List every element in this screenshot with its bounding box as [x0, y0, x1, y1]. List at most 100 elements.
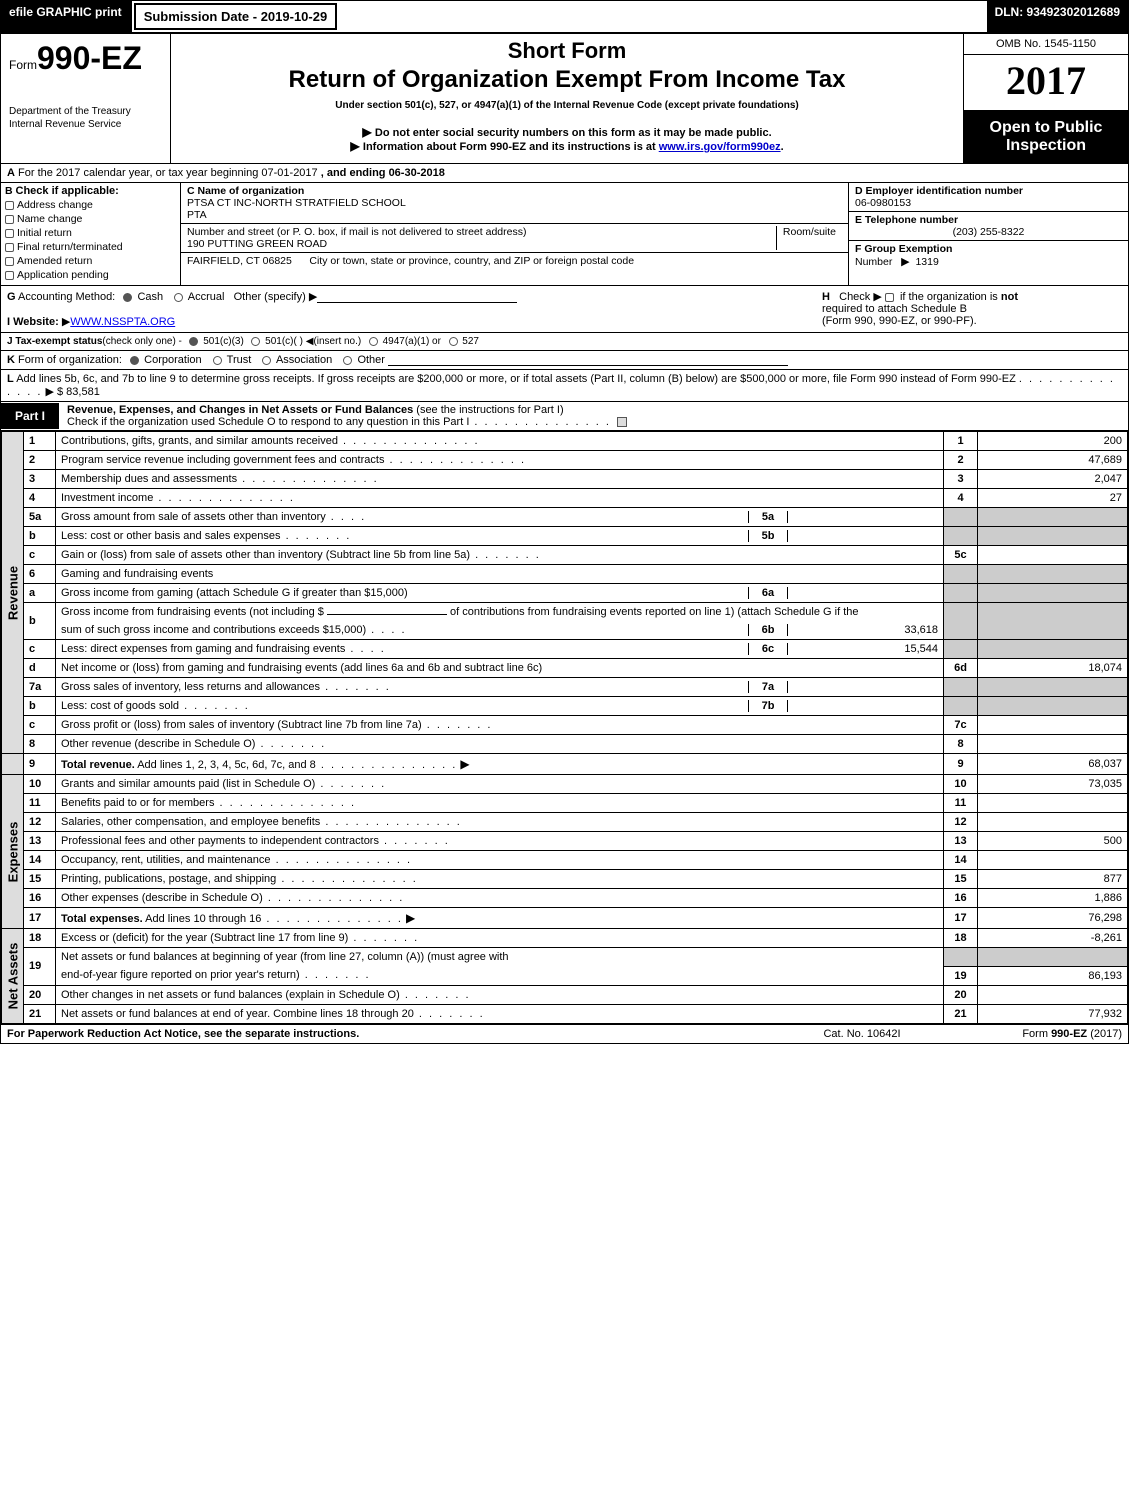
line-num: c	[24, 546, 56, 565]
efile-print-button[interactable]: efile GRAPHIC print	[1, 1, 132, 32]
line-desc: Gross sales of inventory, less returns a…	[56, 678, 944, 697]
checkbox-h[interactable]	[885, 293, 894, 302]
line-desc: Gain or (loss) from sale of assets other…	[56, 546, 944, 565]
g-other-input[interactable]	[317, 302, 517, 303]
inner-box: 7b	[748, 700, 788, 712]
radio-501c[interactable]	[251, 337, 260, 346]
inner-box: 5b	[748, 530, 788, 542]
k-other-input[interactable]	[388, 365, 788, 366]
shaded-cell	[978, 565, 1128, 584]
revenue-side-label: Revenue	[2, 432, 24, 754]
inner-val: 33,618	[788, 624, 938, 636]
line-box: 16	[944, 889, 978, 908]
arrow-icon: ▶	[45, 386, 53, 398]
line-amount: 47,689	[978, 451, 1128, 470]
footer-formref: Form 990-EZ (2017)	[962, 1028, 1122, 1040]
line-box: 17	[944, 908, 978, 929]
line-num: 15	[24, 870, 56, 889]
notice-info-suffix: .	[781, 141, 784, 153]
radio-association[interactable]	[262, 356, 271, 365]
inner-val: 15,544	[788, 643, 938, 655]
radio-501c3[interactable]	[189, 337, 198, 346]
label-a: A	[7, 167, 15, 179]
line-desc: Professional fees and other payments to …	[56, 832, 944, 851]
j-note: (check only one) -	[102, 336, 181, 347]
header-right: OMB No. 1545-1150 2017 Open to Public In…	[963, 34, 1128, 163]
label-j: J Tax-exempt status	[7, 336, 102, 347]
f-group-label: F Group Exemption	[855, 243, 952, 255]
irs-link[interactable]: www.irs.gov/form990ez	[659, 141, 781, 153]
dept-irs: Internal Revenue Service	[9, 118, 162, 131]
label-i: I Website:	[7, 316, 59, 328]
f-group-label2: Number	[855, 256, 892, 268]
line-box: 13	[944, 832, 978, 851]
line-desc: sum of such gross income and contributio…	[56, 621, 944, 640]
inner-val	[788, 511, 938, 523]
inner-val	[788, 587, 938, 599]
chk-label: Address change	[17, 199, 93, 211]
line-desc: Benefits paid to or for members	[56, 794, 944, 813]
radio-other-org[interactable]	[343, 356, 352, 365]
short-form-title: Short Form	[181, 38, 953, 64]
checkbox-application-pending[interactable]	[5, 271, 14, 280]
line-desc: Grants and similar amounts paid (list in…	[56, 775, 944, 794]
line-box: 8	[944, 735, 978, 754]
line-desc: end-of-year figure reported on prior yea…	[56, 966, 944, 985]
line-amount	[978, 546, 1128, 565]
omb-number: OMB No. 1545-1150	[964, 34, 1128, 55]
radio-4947[interactable]	[369, 337, 378, 346]
label-b: B	[5, 185, 13, 197]
line-desc: Other revenue (describe in Schedule O)	[56, 735, 944, 754]
table-row: 8 Other revenue (describe in Schedule O)…	[2, 735, 1128, 754]
radio-accrual[interactable]	[174, 293, 183, 302]
inner-val	[788, 700, 938, 712]
j-o2b: (insert no.)	[313, 336, 361, 347]
line-desc: Less: cost of goods sold 7b	[56, 697, 944, 716]
g-cash: Cash	[137, 291, 163, 303]
row-j: J Tax-exempt status(check only one) - 50…	[1, 333, 1128, 351]
line-num: 19	[24, 948, 56, 986]
h-text1: Check	[839, 291, 870, 303]
row-k: K Form of organization: Corporation Trus…	[1, 351, 1128, 370]
line-desc: Less: direct expenses from gaming and fu…	[56, 640, 944, 659]
row-l: L Add lines 5b, 6c, and 7b to line 9 to …	[1, 370, 1128, 402]
h-text2: if the organization is	[900, 291, 998, 303]
footer-catno: Cat. No. 10642I	[762, 1028, 962, 1040]
checkbox-name-change[interactable]	[5, 215, 14, 224]
website-link[interactable]: WWW.NSSPTA.ORG	[70, 316, 175, 328]
top-bar: efile GRAPHIC print Submission Date - 20…	[1, 1, 1128, 34]
table-row: c Gain or (loss) from sale of assets oth…	[2, 546, 1128, 565]
g-text: Accounting Method:	[18, 291, 115, 303]
table-row: 5a Gross amount from sale of assets othe…	[2, 508, 1128, 527]
line-amount: 500	[978, 832, 1128, 851]
line-num: 10	[24, 775, 56, 794]
table-row: 7a Gross sales of inventory, less return…	[2, 678, 1128, 697]
checkbox-amended-return[interactable]	[5, 257, 14, 266]
line-desc: Net income or (loss) from gaming and fun…	[56, 659, 944, 678]
line-box: 5c	[944, 546, 978, 565]
table-row: 14 Occupancy, rent, utilities, and maint…	[2, 851, 1128, 870]
checkbox-final-return[interactable]	[5, 243, 14, 252]
radio-trust[interactable]	[213, 356, 222, 365]
col-b-header: Check if applicable:	[16, 185, 119, 197]
checkbox-initial-return[interactable]	[5, 229, 14, 238]
line-num: 7a	[24, 678, 56, 697]
table-row: 17 Total expenses. Add lines 10 through …	[2, 908, 1128, 929]
table-row: d Net income or (loss) from gaming and f…	[2, 659, 1128, 678]
notice-block: ▶ Do not enter social security numbers o…	[181, 125, 953, 153]
checkbox-schedule-o[interactable]	[617, 417, 627, 427]
radio-corporation[interactable]	[130, 356, 139, 365]
table-row: 3 Membership dues and assessments 3 2,04…	[2, 470, 1128, 489]
k-o4: Other	[357, 354, 385, 366]
line-amount	[978, 794, 1128, 813]
shaded-cell	[944, 565, 978, 584]
org-name-1: PTSA CT INC-NORTH STRATFIELD SCHOOL	[187, 197, 842, 209]
line-desc: Investment income	[56, 489, 944, 508]
part-1-tag: Part I	[1, 403, 59, 429]
shaded-cell	[944, 640, 978, 659]
radio-527[interactable]	[449, 337, 458, 346]
radio-cash[interactable]	[123, 293, 132, 302]
line-num: 8	[24, 735, 56, 754]
checkbox-address-change[interactable]	[5, 201, 14, 210]
line-num: 1	[24, 432, 56, 451]
